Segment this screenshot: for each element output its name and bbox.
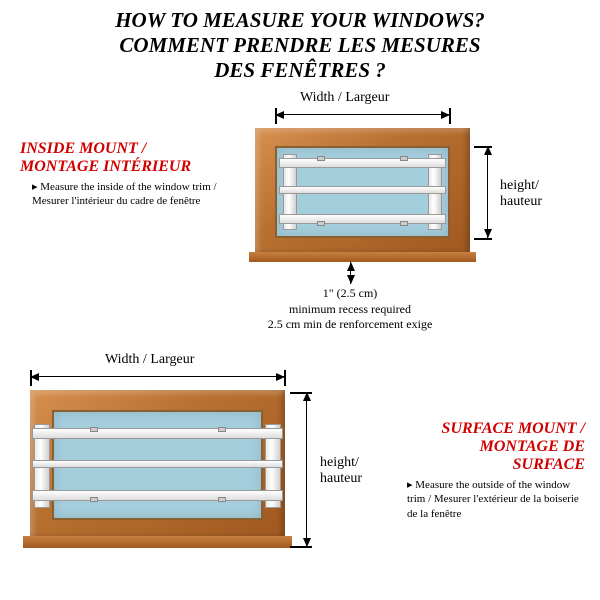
brk-1 xyxy=(90,427,98,432)
recess-line2: minimum recess required xyxy=(235,302,465,318)
inside-mount-heading-fr: MONTAGE INTÉRIEUR xyxy=(20,158,220,176)
surface-width-tick-l xyxy=(30,370,32,386)
recess-note: 1" (2.5 cm) minimum recess required 2.5 … xyxy=(235,286,465,333)
inside-mount-heading-en: INSIDE MOUNT / xyxy=(20,140,220,158)
surface-height-arrow xyxy=(306,392,307,547)
recess-line3: 2.5 cm min de renforcement exige xyxy=(235,317,465,333)
bar-h1 xyxy=(32,428,283,439)
inside-height-arrow xyxy=(487,146,488,238)
inside-width-label: Width / Largeur xyxy=(300,90,389,106)
surface-mount-heading-fr: MONTAGE DE xyxy=(395,438,585,456)
bar-h3 xyxy=(32,490,283,501)
main-title: HOW TO MEASURE YOUR WINDOWS? COMMENT PRE… xyxy=(0,0,600,84)
surface-width-arrow xyxy=(30,376,285,377)
surface-width-tick-r xyxy=(284,370,286,386)
inside-height-label: height/ hauteur xyxy=(500,178,542,210)
surface-height-en: height/ xyxy=(320,455,362,471)
inside-height-fr: hauteur xyxy=(500,194,542,210)
brk-2 xyxy=(218,427,226,432)
bar-h3 xyxy=(279,214,446,224)
surface-height-label: height/ hauteur xyxy=(320,455,362,487)
bar-h2 xyxy=(279,186,446,194)
inside-height-tick-b xyxy=(474,238,492,240)
surface-height-fr: hauteur xyxy=(320,471,362,487)
surface-height-tick-t xyxy=(290,392,312,394)
bar-h1 xyxy=(279,158,446,168)
title-line-3: DES FENÊTRES ? xyxy=(20,58,580,83)
surface-mount-heading-fr2: SURFACE xyxy=(395,456,585,474)
inside-height-en: height/ xyxy=(500,178,542,194)
window-sill xyxy=(23,536,292,548)
recess-line1: 1" (2.5 cm) xyxy=(235,286,465,302)
surface-height-tick-b xyxy=(290,546,312,548)
inside-width-arrow xyxy=(275,114,450,115)
brk-1 xyxy=(317,156,325,161)
surface-mount-bullet: Measure the outside of the window trim /… xyxy=(395,478,585,521)
inside-height-tick-t xyxy=(474,146,492,148)
inside-mount-window xyxy=(255,128,470,263)
surface-width-label: Width / Largeur xyxy=(105,352,194,368)
brk-3 xyxy=(317,221,325,226)
surface-mount-label-block: SURFACE MOUNT / MONTAGE DE SURFACE Measu… xyxy=(395,420,585,521)
inside-mount-label-block: INSIDE MOUNT / MONTAGE INTÉRIEUR Measure… xyxy=(20,140,220,209)
brk-2 xyxy=(400,156,408,161)
surface-mount-heading-en: SURFACE MOUNT / xyxy=(395,420,585,438)
title-line-2: COMMENT PRENDRE LES MESURES xyxy=(20,33,580,58)
bar-h2 xyxy=(32,460,283,468)
recess-arrow xyxy=(350,262,351,284)
title-line-1: HOW TO MEASURE YOUR WINDOWS? xyxy=(20,8,580,33)
surface-mount-window xyxy=(30,390,285,550)
brk-4 xyxy=(400,221,408,226)
inside-mount-bullet: Measure the inside of the window trim / … xyxy=(20,180,220,209)
brk-3 xyxy=(90,497,98,502)
inside-width-tick-r xyxy=(449,108,451,124)
inside-width-tick-l xyxy=(275,108,277,124)
brk-4 xyxy=(218,497,226,502)
window-sill xyxy=(249,252,476,262)
